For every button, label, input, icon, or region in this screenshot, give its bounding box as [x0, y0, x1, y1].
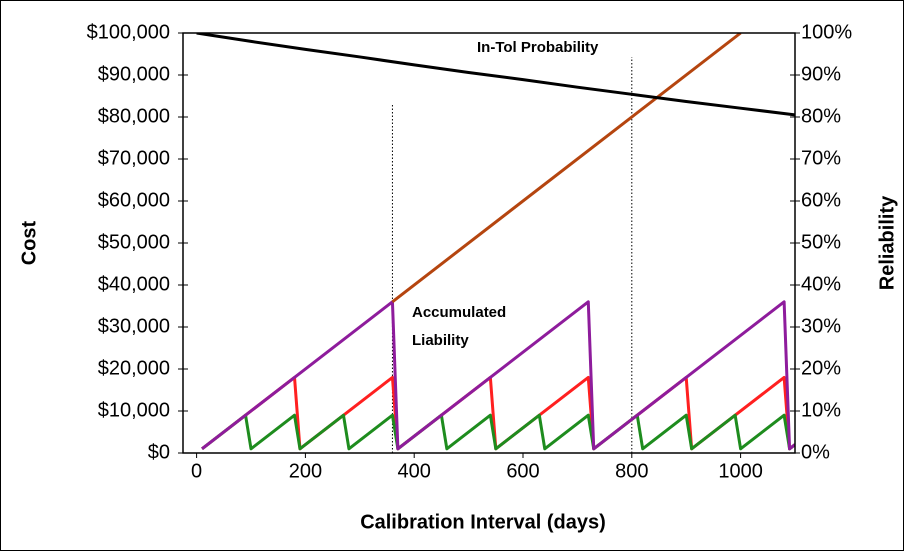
plot [196, 33, 795, 453]
x-tick-label: 0 [191, 460, 202, 482]
y2-tick-label: 90% [801, 63, 841, 85]
x-tick-label: 1000 [718, 460, 763, 482]
y2-tick-label: 70% [801, 147, 841, 169]
y-tick-label: $70,000 [98, 147, 170, 169]
series-line [391, 33, 742, 303]
annotation: Liability [412, 332, 469, 349]
y2-tick-label: 40% [801, 273, 841, 295]
x-tick-label: 400 [398, 460, 431, 482]
y-tick-label: $40,000 [98, 273, 170, 295]
x-tick-label: 800 [615, 460, 648, 482]
x-tick-label: 200 [289, 460, 322, 482]
y2-tick-label: 10% [801, 399, 841, 421]
y2-axis-title: Reliability [876, 195, 898, 290]
annotation: Accumulated [412, 304, 506, 321]
y-tick-label: $50,000 [98, 231, 170, 253]
annotation: In-Tol Probability [477, 39, 599, 56]
y-tick-label: $100,000 [87, 21, 170, 43]
y-axis-title: Cost [18, 220, 40, 265]
y-tick-label: $80,000 [98, 105, 170, 127]
y2-tick-label: 0% [801, 441, 830, 463]
x-tick-label: 600 [506, 460, 539, 482]
y2-tick-label: 20% [801, 357, 841, 379]
y2-tick-label: 80% [801, 105, 841, 127]
y2-tick-label: 60% [801, 189, 841, 211]
y-tick-label: $30,000 [98, 315, 170, 337]
series-line [201, 413, 795, 451]
x-axis-title: Calibration Interval (days) [360, 511, 606, 533]
y-tick-label: $0 [148, 441, 170, 463]
series-line [196, 33, 795, 117]
y2-tick-label: 30% [801, 315, 841, 337]
y-tick-label: $20,000 [98, 357, 170, 379]
series-line [201, 300, 795, 451]
y-tick-label: $90,000 [98, 63, 170, 85]
y2-tick-label: 50% [801, 231, 841, 253]
y-tick-label: $10,000 [98, 399, 170, 421]
y2-tick-label: 100% [801, 21, 852, 43]
y-tick-label: $60,000 [98, 189, 170, 211]
